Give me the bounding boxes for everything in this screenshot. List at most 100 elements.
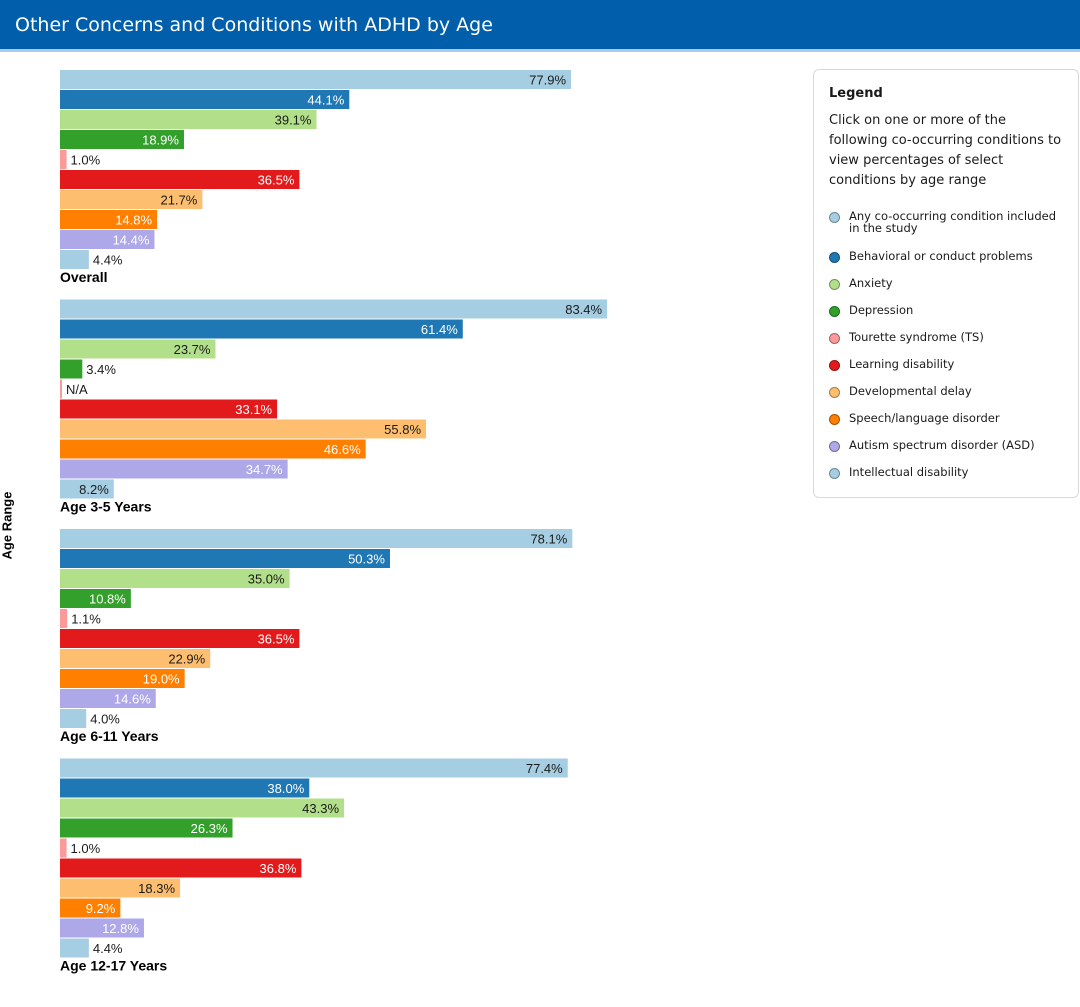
legend-title: Legend <box>829 86 883 101</box>
legend-item[interactable]: Autism spectrum disorder (ASD) <box>829 438 1064 465</box>
bar-1-2[interactable] <box>60 90 350 109</box>
legend-panel: Legend Click on one or more of the follo… <box>813 69 1079 498</box>
bar-value-label: N/A <box>66 382 88 397</box>
bar-value-label: 43.3% <box>302 801 339 816</box>
bar-1-6[interactable] <box>60 170 300 189</box>
bar-4-9[interactable] <box>60 918 144 938</box>
bar-3-10[interactable] <box>60 709 87 728</box>
legend-item[interactable]: Learning disability <box>829 357 1064 384</box>
bar-4-3[interactable] <box>60 798 345 818</box>
bar-3-8[interactable] <box>60 669 185 688</box>
bar-2-2[interactable] <box>60 319 463 339</box>
bar-1-10[interactable] <box>60 250 89 269</box>
bar-value-label: 18.9% <box>142 133 179 148</box>
bar-4-6[interactable] <box>60 858 302 878</box>
bar-value-label: 35.0% <box>248 572 285 587</box>
legend-item-label: Behavioral or conduct problems <box>849 249 1033 263</box>
legend-item-label: Speech/language disorder <box>849 411 1000 425</box>
bar-3-2[interactable] <box>60 549 390 568</box>
bar-value-label: 36.5% <box>258 173 295 188</box>
bar-value-label: 46.6% <box>324 442 361 457</box>
bar-3-6[interactable] <box>60 629 300 648</box>
legend-item[interactable]: Any co-occurring condition included in t… <box>829 209 1064 249</box>
bar-2-7[interactable] <box>60 419 427 439</box>
bar-value-label: 78.1% <box>530 532 567 547</box>
legend-item-label: Learning disability <box>849 357 955 371</box>
bar-1-7[interactable] <box>60 190 203 209</box>
bar-value-label: 14.4% <box>113 233 150 248</box>
bar-value-label: 4.0% <box>90 712 120 727</box>
bar-4-1[interactable] <box>60 758 568 778</box>
bar-2-4[interactable] <box>60 359 83 379</box>
bar-2-5[interactable] <box>60 379 62 399</box>
bar-2-6[interactable] <box>60 399 278 419</box>
bar-4-2[interactable] <box>60 778 310 798</box>
bar-3-1[interactable] <box>60 529 573 548</box>
bar-4-7[interactable] <box>60 878 181 898</box>
group-label: Age 12-17 Years <box>60 958 167 974</box>
legend-item-label: Any co-occurring condition included in t… <box>849 209 1057 235</box>
bar-value-label: 18.3% <box>138 881 175 896</box>
legend-item[interactable]: Anxiety <box>829 276 1064 303</box>
legend-items: Any co-occurring condition included in t… <box>829 209 1064 492</box>
bar-1-9[interactable] <box>60 230 155 249</box>
bar-value-label: 9.2% <box>86 901 116 916</box>
bar-4-10[interactable] <box>60 938 89 958</box>
bar-value-label: 83.4% <box>565 302 602 317</box>
bar-value-label: 38.0% <box>267 781 304 796</box>
bar-value-label: 14.8% <box>115 213 152 228</box>
group-label: Overall <box>60 269 107 285</box>
bar-4-5[interactable] <box>60 838 67 858</box>
bar-4-8[interactable] <box>60 898 121 918</box>
legend-item[interactable]: Developmental delay <box>829 384 1064 411</box>
legend-item[interactable]: Depression <box>829 303 1064 330</box>
bar-1-8[interactable] <box>60 210 158 229</box>
legend-item-label: Intellectual disability <box>849 465 969 479</box>
bar-value-label: 55.8% <box>384 422 421 437</box>
legend-swatch-icon <box>829 441 840 452</box>
bar-3-4[interactable] <box>60 589 131 608</box>
bar-chart: 77.9% 44.1% 39.1% 18.9% 1.0% 36.5% 21.7% 14.8% 1… <box>60 70 608 974</box>
group-label: Age 3-5 Years <box>60 499 152 515</box>
legend-item-label: Autism spectrum disorder (ASD) <box>849 438 1035 452</box>
bar-1-4[interactable] <box>60 130 184 149</box>
legend-swatch-icon <box>829 279 840 290</box>
bar-value-label: 4.4% <box>93 253 123 268</box>
legend-swatch-icon <box>829 306 840 317</box>
bar-2-8[interactable] <box>60 439 366 459</box>
bar-value-label: 44.1% <box>307 93 344 108</box>
bar-value-label: 33.1% <box>235 402 272 417</box>
bar-3-9[interactable] <box>60 689 156 708</box>
legend-item[interactable]: Behavioral or conduct problems <box>829 249 1064 276</box>
legend-item-label: Developmental delay <box>849 384 972 398</box>
bar-1-5[interactable] <box>60 150 67 169</box>
bar-2-10[interactable] <box>60 479 114 499</box>
bar-value-label: 36.5% <box>258 632 295 647</box>
bar-2-9[interactable] <box>60 459 288 479</box>
bar-3-7[interactable] <box>60 649 211 668</box>
legend-item[interactable]: Intellectual disability <box>829 465 1064 492</box>
bar-1-1[interactable] <box>60 70 572 89</box>
bar-2-1[interactable] <box>60 299 608 319</box>
chart-header: Other Concerns and Conditions with ADHD … <box>0 0 1080 52</box>
bar-value-label: 19.0% <box>143 672 180 687</box>
legend-swatch-icon <box>829 468 840 479</box>
legend-swatch-icon <box>829 333 840 344</box>
bar-value-label: 26.3% <box>191 821 228 836</box>
bar-value-label: 77.9% <box>529 73 566 88</box>
legend-swatch-icon <box>829 252 840 263</box>
bar-value-label: 39.1% <box>275 113 312 128</box>
legend-item[interactable]: Tourette syndrome (TS) <box>829 330 1064 357</box>
bar-value-label: 10.8% <box>89 592 126 607</box>
bar-1-3[interactable] <box>60 110 317 129</box>
bar-value-label: 4.4% <box>93 941 123 956</box>
bar-value-label: 36.8% <box>260 861 297 876</box>
bar-4-4[interactable] <box>60 818 233 838</box>
bar-3-3[interactable] <box>60 569 290 588</box>
legend-item[interactable]: Speech/language disorder <box>829 411 1064 438</box>
bar-value-label: 3.4% <box>86 362 116 377</box>
bar-value-label: 34.7% <box>246 462 283 477</box>
bar-3-5[interactable] <box>60 609 68 628</box>
bar-2-3[interactable] <box>60 339 216 359</box>
bar-value-label: 77.4% <box>526 761 563 776</box>
